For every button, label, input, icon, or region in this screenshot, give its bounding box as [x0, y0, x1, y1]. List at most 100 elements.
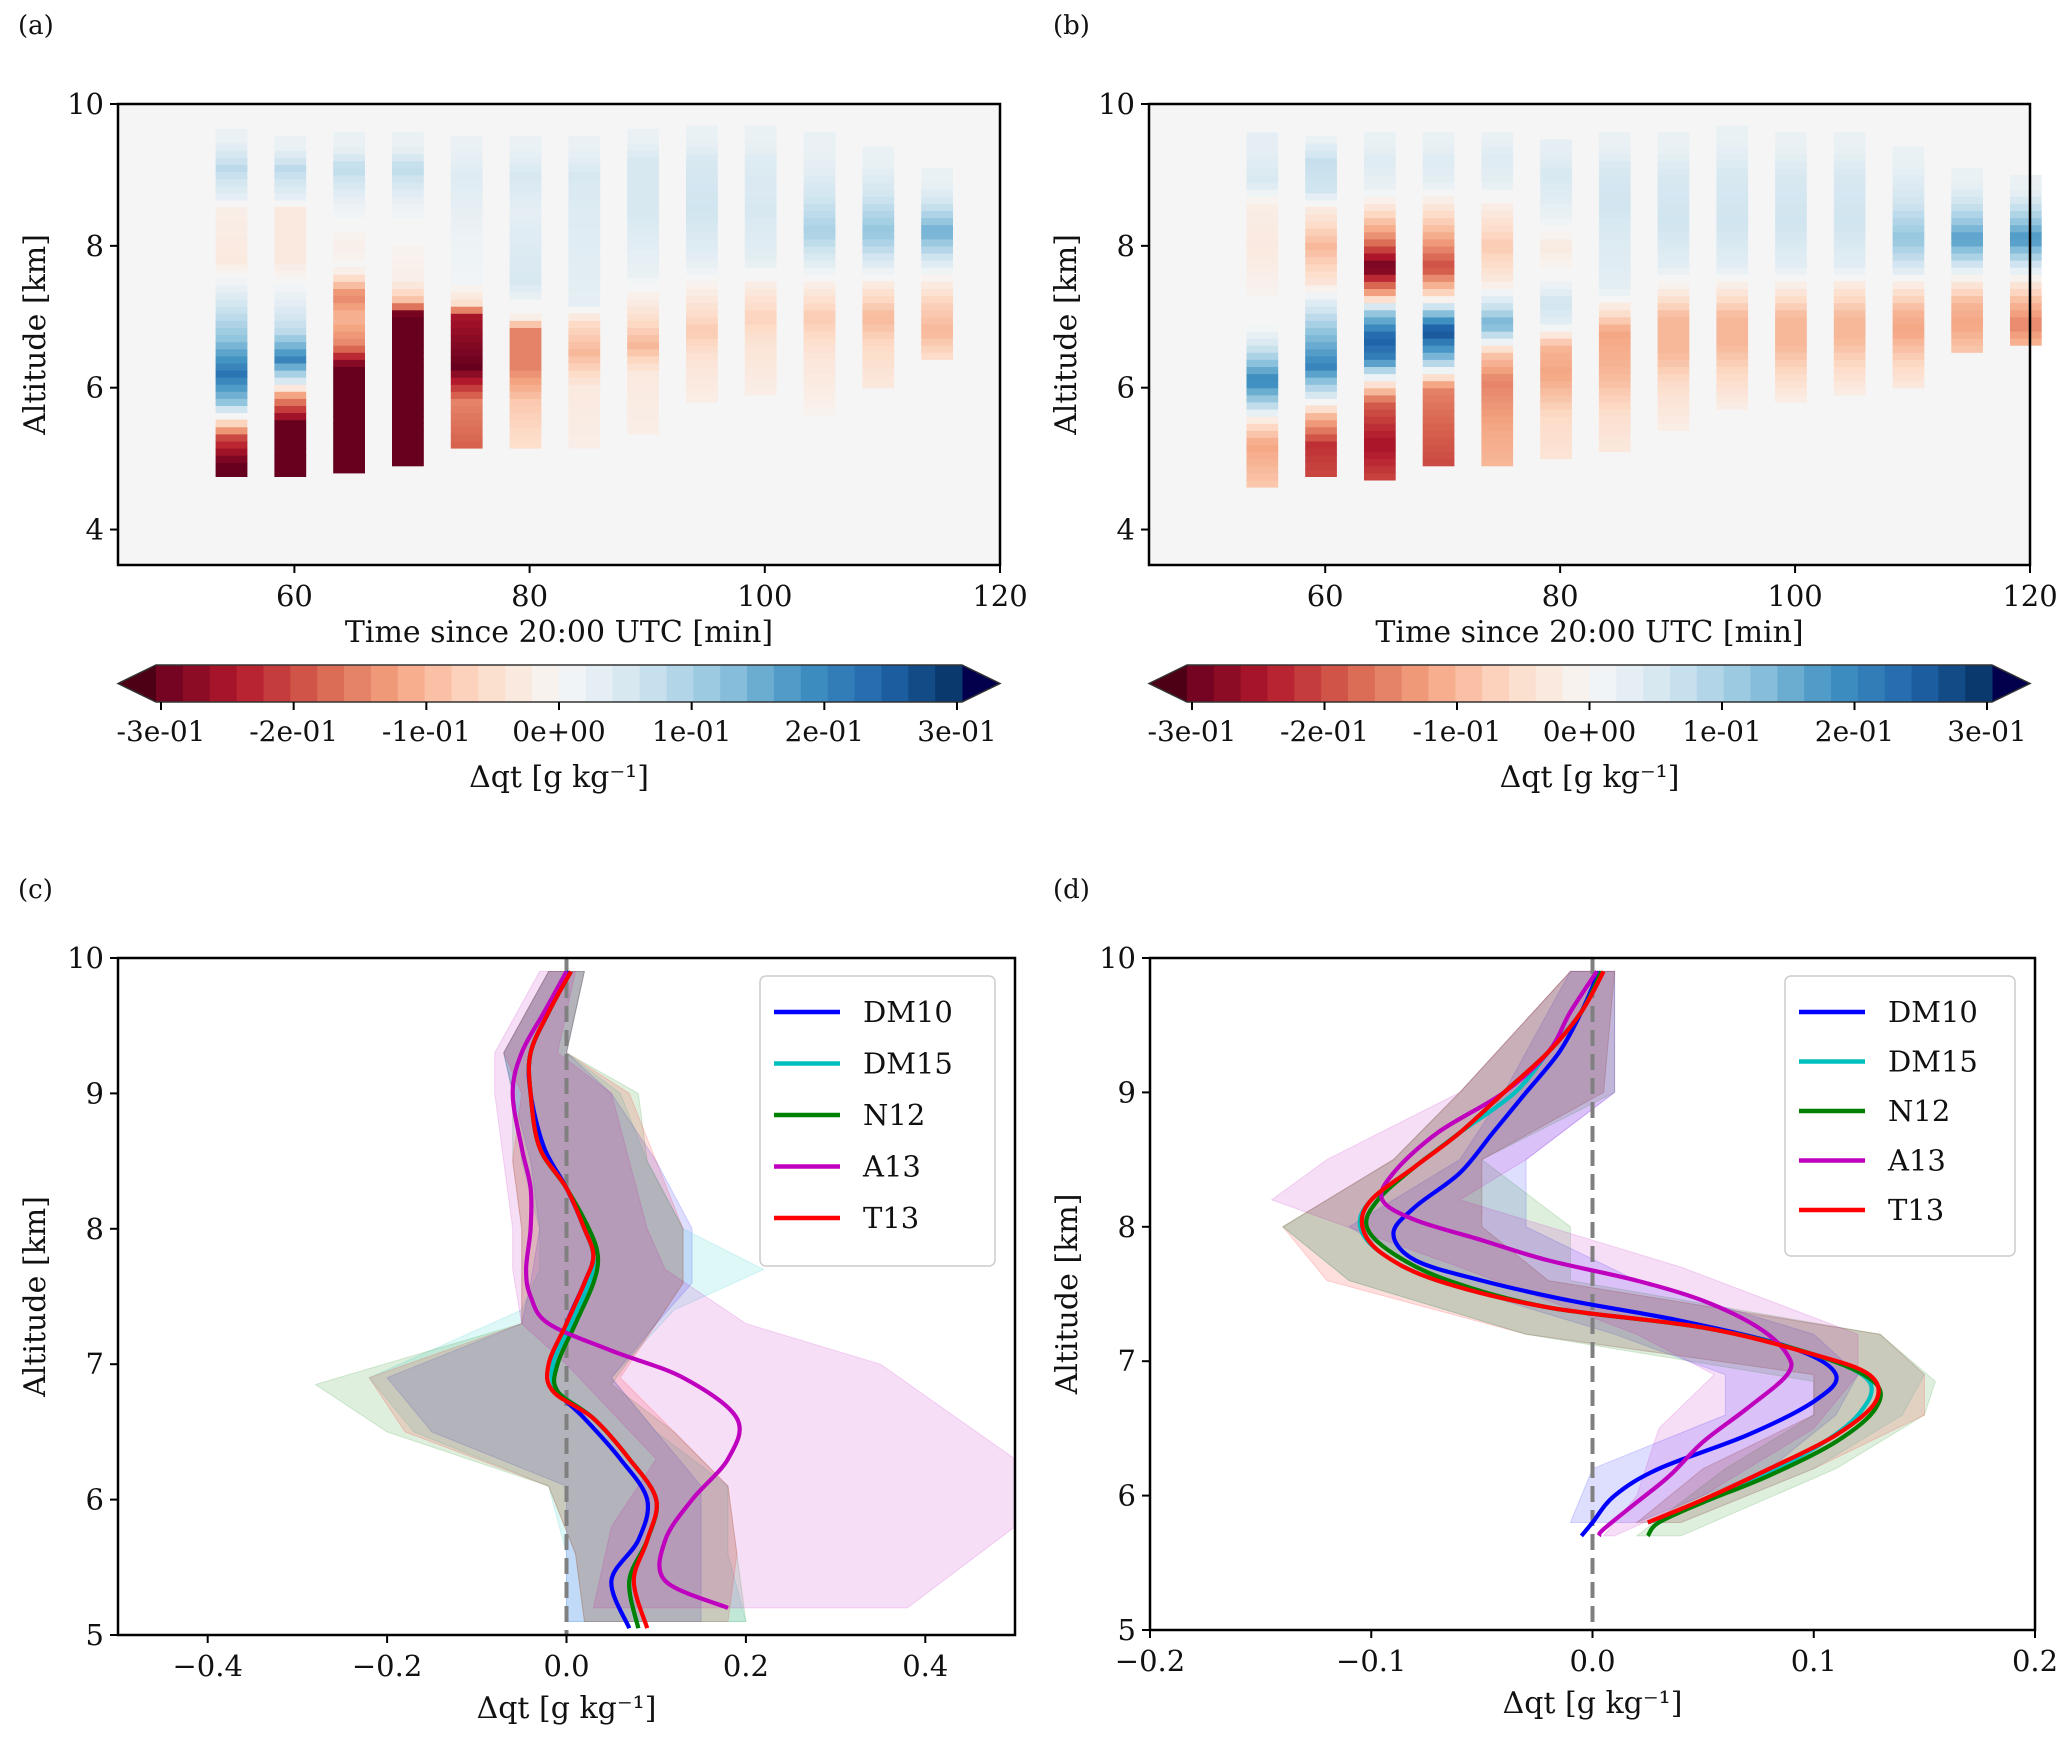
heatmap-cell: [1305, 178, 1337, 187]
heatmap-cell: [1305, 469, 1337, 477]
heatmap-cell: [1833, 196, 1866, 204]
heatmap-cell: [1657, 231, 1690, 240]
heatmap-cell: [2010, 224, 2042, 233]
heatmap-cell: [1422, 274, 1455, 282]
heatmap-cell: [1422, 394, 1455, 403]
heatmap-column-t65: [1364, 132, 1396, 481]
heatmap-cell: [862, 182, 895, 190]
x-axis-label: Time since 20:00 UTC [min]: [1375, 615, 1803, 650]
heatmap-cell: [1716, 210, 1749, 219]
heatmap-cell: [803, 267, 836, 275]
heatmap-cell: [1305, 348, 1337, 357]
heatmap-cell: [1775, 210, 1807, 219]
heatmap-cell: [744, 132, 777, 141]
heatmap-cell: [1775, 217, 1807, 226]
heatmap-cell: [686, 366, 718, 375]
heatmap-cell: [803, 252, 836, 261]
heatmap-cell: [627, 419, 659, 428]
heatmap-cell: [1246, 479, 1279, 488]
colorbar-tick-label: -1e-01: [1413, 715, 1502, 748]
heatmap-cell: [1305, 327, 1337, 336]
heatmap-cell: [274, 178, 307, 187]
heatmap-cell: [568, 192, 601, 201]
heatmap-cell: [1422, 359, 1455, 367]
heatmap-cell: [1716, 323, 1749, 332]
heatmap-column-t105: [1833, 132, 1866, 396]
heatmap-cell: [862, 231, 895, 240]
heatmap-cell: [1364, 281, 1396, 289]
heatmap-cell: [509, 341, 542, 350]
heatmap-cell: [1481, 167, 1514, 176]
heatmap-cell: [1598, 359, 1631, 367]
heatmap-cell: [450, 405, 483, 414]
heatmap-cell: [274, 455, 307, 463]
heatmap-cell: [215, 469, 248, 477]
heatmap-cell: [509, 405, 542, 414]
heatmap-cell: [1364, 366, 1396, 375]
heatmap-cell: [1716, 203, 1749, 211]
heatmap-cell: [333, 288, 365, 297]
heatmap-cell: [803, 288, 836, 297]
heatmap-cell: [1364, 331, 1396, 339]
legend-label-dm15: DM15: [1888, 1045, 1978, 1079]
heatmap-cell: [215, 291, 248, 300]
heatmap-cell: [1716, 167, 1749, 176]
heatmap-cell: [1892, 153, 1925, 162]
heatmap-cell: [509, 291, 542, 300]
heatmap-cell: [2010, 274, 2042, 282]
legend-label-dm10: DM10: [863, 995, 953, 1029]
heatmap-cell: [686, 359, 718, 367]
heatmap-cell: [1951, 210, 1983, 219]
heatmap-cell: [1716, 132, 1749, 141]
heatmap-cell: [627, 270, 659, 279]
heatmap-cell: [274, 235, 307, 243]
heatmap-cell: [1716, 352, 1749, 360]
heatmap-cell: [392, 260, 424, 268]
heatmap-cell: [1716, 316, 1749, 325]
heatmap-cell: [627, 313, 659, 321]
heatmap-cell: [1716, 394, 1749, 403]
heatmap-cell: [333, 160, 365, 169]
heatmap-cell: [215, 355, 248, 364]
heatmap-cell: [274, 171, 307, 180]
heatmap-cell: [862, 238, 895, 247]
heatmap-cell: [333, 394, 365, 403]
heatmap-cell: [450, 306, 483, 314]
heatmap-cell: [627, 384, 659, 392]
heatmap-cell: [1716, 245, 1749, 254]
heatmap-cell: [274, 448, 307, 456]
heatmap-cell: [1305, 206, 1337, 215]
heatmap-cell: [1657, 323, 1690, 332]
heatmap-cell: [333, 231, 365, 240]
heatmap-cell: [509, 263, 542, 272]
heatmap-cell: [1481, 409, 1514, 417]
heatmap-cell: [1481, 387, 1514, 396]
heatmap-cell: [1305, 334, 1337, 343]
legend-label-dm10: DM10: [1888, 995, 1978, 1029]
heatmap-cell: [1657, 153, 1690, 162]
heatmap-cell: [450, 185, 483, 194]
heatmap-cell: [921, 331, 953, 339]
heatmap-cell: [1833, 231, 1866, 240]
heatmap-cell: [1833, 288, 1866, 297]
heatmap-cell: [686, 373, 718, 382]
heatmap-cell: [1775, 295, 1807, 304]
heatmap-cell: [1775, 366, 1807, 375]
heatmap-cell: [509, 221, 542, 229]
heatmap-cell: [1364, 167, 1396, 176]
heatmap-cell: [1364, 252, 1396, 261]
heatmap-cell: [686, 245, 718, 254]
heatmap-cell: [1598, 401, 1631, 410]
heatmap-cell: [1657, 281, 1690, 289]
colorbar-extend-max: [1992, 665, 2030, 702]
heatmap-cell: [215, 391, 248, 399]
heatmap-cell: [568, 327, 601, 336]
heatmap-cell: [1305, 426, 1337, 435]
y-tick-label: 10: [1099, 941, 1136, 975]
heatmap-cell: [1481, 288, 1514, 297]
heatmap-cell: [450, 221, 483, 229]
heatmap-cell: [333, 458, 365, 467]
uncertainty-band-t13: [1282, 970, 1925, 1523]
heatmap-cell: [921, 260, 953, 268]
heatmap-cell: [1540, 189, 1572, 197]
